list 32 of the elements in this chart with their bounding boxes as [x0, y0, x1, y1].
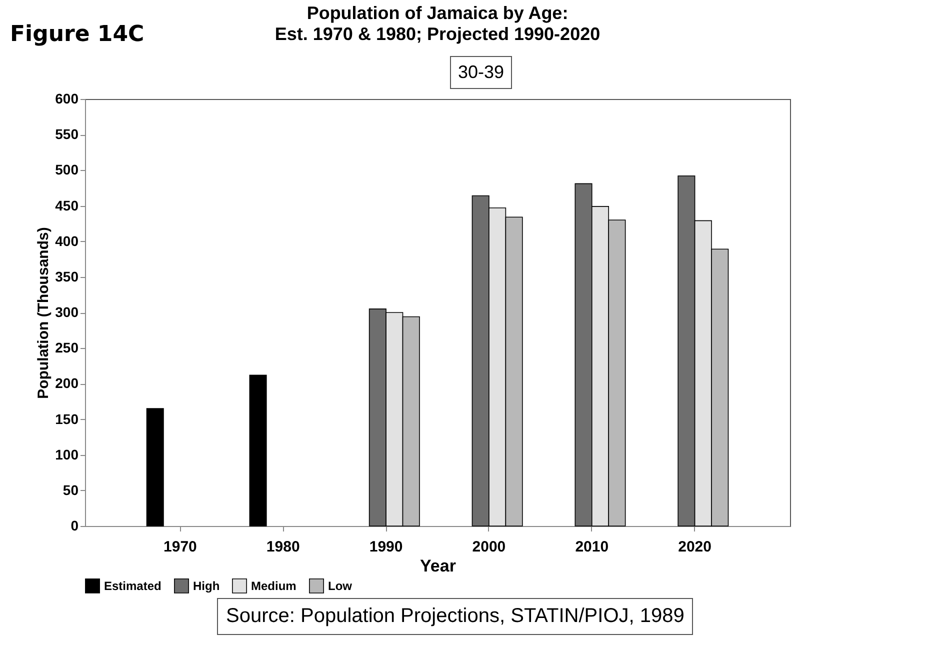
y-tick-label: 100	[55, 446, 79, 462]
legend-label: Low	[328, 578, 353, 593]
bar	[249, 374, 267, 526]
y-tick-label: 0	[70, 518, 79, 534]
y-tick-label: 50	[62, 482, 79, 498]
y-tick-label: 300	[55, 304, 79, 320]
bar	[146, 408, 164, 526]
y-tick-label: 400	[55, 232, 79, 249]
chart-subtitle: Est. 1970 & 1980; Projected 1990-2020	[274, 24, 600, 44]
caption: Figure 14C	[10, 22, 144, 47]
chart-title: Population of Jamaica by Age:	[306, 3, 568, 23]
y-axis-title: Population (Thousands)	[35, 227, 52, 399]
y-tick-label: 600	[55, 90, 79, 106]
x-tick-label: 1980	[266, 538, 300, 556]
y-tick-label: 500	[55, 162, 79, 178]
y-tick-label: 150	[55, 410, 79, 427]
legend-label: Estimated	[104, 578, 162, 593]
text: 30-39	[450, 56, 512, 89]
x-tick-label: 1990	[369, 538, 403, 556]
y-tick-label: 200	[55, 375, 79, 392]
x-tick-label: 2000	[472, 538, 506, 556]
y-tick-label: 550	[55, 126, 79, 142]
x-axis-title: Year	[420, 556, 456, 576]
source-note: Source: Population Projections, STATIN/PIOJ, 1989	[217, 598, 694, 635]
legend-label: Medium	[251, 578, 296, 593]
x-tick-label: 1970	[164, 538, 197, 556]
x-tick-label: 2010	[575, 538, 609, 556]
x-tick-label: 2020	[678, 538, 712, 556]
y-tick-label: 250	[55, 340, 79, 356]
y-tick-label: 450	[55, 197, 79, 214]
legend-label: High	[193, 578, 220, 593]
y-tick-label: 350	[55, 268, 79, 284]
